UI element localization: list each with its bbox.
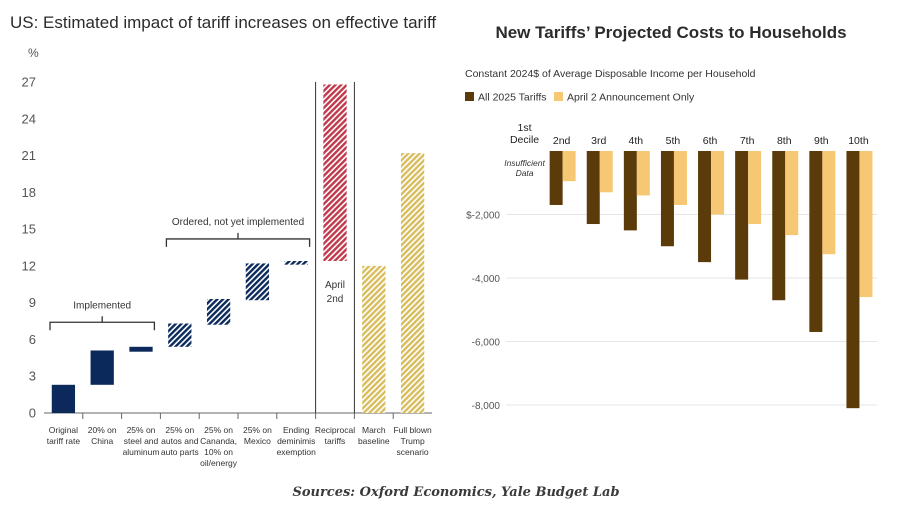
insufficient-data-note: Insufficient <box>504 158 545 168</box>
x-category-label: tariff rate <box>47 436 81 446</box>
chart-title: New Tariffs’ Projected Costs to Househol… <box>495 23 846 42</box>
annotation-label: Ordered, not yet implemented <box>172 217 304 228</box>
x-category-label: March <box>362 425 386 435</box>
legend-swatch-1 <box>554 92 563 101</box>
legend-label-1: April 2 Announcement Only <box>567 92 695 104</box>
y-tick-label: -8,000 <box>472 401 501 412</box>
x-category-label: autos and <box>161 436 199 446</box>
x-category-label: exemption <box>277 447 316 457</box>
bar-0-2 <box>586 151 600 225</box>
bar-1-8 <box>822 151 836 255</box>
x-category-label: deminimis <box>277 436 315 446</box>
x-category-label: 8th <box>777 135 792 147</box>
x-category-label: baseline <box>358 436 390 446</box>
bar-6 <box>284 260 308 265</box>
chart-subtitle: Constant 2024$ of Average Disposable Inc… <box>465 68 756 80</box>
bar-0-8 <box>809 151 823 332</box>
april-label-bg <box>318 272 352 313</box>
bar-3 <box>168 323 192 347</box>
legend-label-0: All 2025 Tariffs <box>478 92 547 104</box>
insufficient-data-note: Data <box>516 168 534 178</box>
bar-7 <box>323 84 347 261</box>
april-2nd-label: 2nd <box>327 294 344 305</box>
x-category-label: 5th <box>666 135 681 147</box>
y-tick-label: 3 <box>29 369 36 384</box>
x-category-label: China <box>91 436 113 446</box>
x-category-label: steel and <box>124 436 159 446</box>
bar-2 <box>129 346 153 352</box>
x-category-label: Cananda, <box>200 436 237 446</box>
tariff-rate-waterfall-chart: US: Estimated impact of tariff increases… <box>10 13 440 468</box>
bar-8 <box>362 265 386 413</box>
x-category-label: 10% on <box>204 447 233 457</box>
bar-1-1 <box>562 151 576 182</box>
x-category-label: 3rd <box>591 135 606 147</box>
y-tick-label: -4,000 <box>472 274 501 285</box>
bar-0-6 <box>735 151 749 280</box>
april-2nd-label: April <box>325 280 345 291</box>
bar-1-5 <box>711 151 725 215</box>
bar-1-3 <box>636 151 650 196</box>
y-tick-label: 27 <box>22 75 36 90</box>
bar-0-4 <box>660 151 674 247</box>
x-category-label: Full blown <box>393 425 432 435</box>
x-category-label: 25% on <box>127 425 156 435</box>
x-category-label: 4th <box>629 135 644 147</box>
y-tick-label: $-2,000 <box>466 211 500 222</box>
bar-0 <box>51 384 76 413</box>
x-category-label: 25% on <box>165 425 194 435</box>
bar-4 <box>206 298 231 325</box>
y-axis-label: % <box>28 46 39 60</box>
legend-swatch-0 <box>465 92 474 101</box>
bar-1-7 <box>785 151 799 236</box>
annotation-label: Implemented <box>73 300 131 311</box>
x-category-label: 20% on <box>88 425 117 435</box>
x-category-label: 9th <box>814 135 829 147</box>
x-category-label: Original <box>49 425 78 435</box>
x-category-label: 10th <box>848 135 869 147</box>
x-category-label: Mexico <box>244 436 271 446</box>
bar-0-7 <box>772 151 786 301</box>
y-tick-label: 12 <box>22 258 36 273</box>
bar-1-6 <box>748 151 762 225</box>
bar-1 <box>90 350 114 385</box>
x-category-label: tariffs <box>325 436 346 446</box>
x-category-label: 1st <box>518 122 532 134</box>
y-tick-label: 24 <box>22 111 36 126</box>
bar-1-4 <box>673 151 687 205</box>
y-tick-label: 15 <box>22 222 36 237</box>
annotation-bracket <box>165 232 311 247</box>
y-tick-label: 0 <box>29 406 36 421</box>
x-category-label: 25% on <box>243 425 272 435</box>
bar-0-3 <box>623 151 637 231</box>
bar-5 <box>245 263 270 301</box>
x-category-label: Decile <box>510 134 539 146</box>
x-category-label: aluminum <box>123 447 160 457</box>
household-cost-bar-chart: New Tariffs’ Projected Costs to Househol… <box>465 23 877 412</box>
bar-0-1 <box>549 151 563 205</box>
y-tick-label: 18 <box>22 185 36 200</box>
x-category-label: 25% on <box>204 425 233 435</box>
y-tick-label: 9 <box>29 295 36 310</box>
x-category-label: oil/energy <box>200 458 238 468</box>
chart-title: US: Estimated impact of tariff increases… <box>10 13 440 32</box>
y-tick-label: -6,000 <box>472 338 501 349</box>
x-category-label: Ending <box>283 425 310 435</box>
annotation-bracket <box>49 316 156 331</box>
x-category-label: 6th <box>703 135 718 147</box>
x-category-label: auto parts <box>161 447 199 457</box>
bar-9 <box>400 153 425 413</box>
x-category-label: 7th <box>740 135 755 147</box>
y-tick-label: 6 <box>29 332 36 347</box>
bar-1-2 <box>599 151 613 193</box>
x-category-label: 2nd <box>553 135 571 147</box>
x-category-label: scenario <box>397 447 429 457</box>
bar-1-9 <box>859 151 873 298</box>
source-note: Sources: Oxford Economics, Yale Budget L… <box>292 485 620 500</box>
bar-0-5 <box>698 151 712 263</box>
x-category-label: Reciprocal <box>315 425 355 435</box>
x-category-label: Trump <box>400 436 425 446</box>
bar-0-9 <box>846 151 860 409</box>
y-tick-label: 21 <box>22 148 36 163</box>
